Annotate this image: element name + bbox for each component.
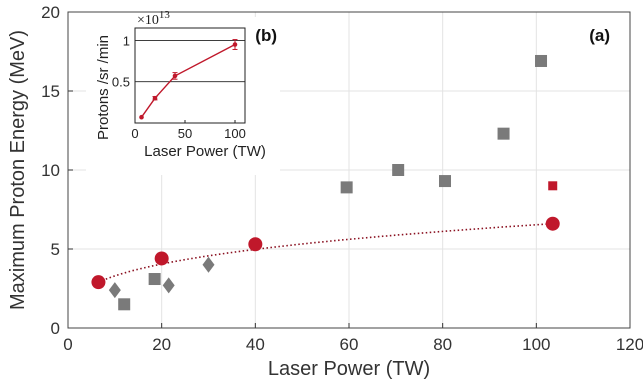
inset-data-point	[152, 95, 158, 101]
panel-label-b: (b)	[255, 26, 277, 45]
data-point-square	[118, 298, 131, 311]
inset-multiplier: ×1013	[137, 9, 170, 28]
x-tick-label: 100	[522, 335, 550, 354]
y-tick-label: 15	[41, 82, 60, 101]
data-point-square	[148, 273, 161, 286]
data-point-circle	[545, 216, 560, 231]
inset-x-axis-label: Laser Power (TW)	[144, 143, 266, 160]
data-point-diamond	[202, 256, 215, 273]
inset-y-axis-label: Protons /sr /min	[95, 35, 112, 140]
inset-data-point	[232, 42, 238, 47]
x-axis-label: Laser Power (TW)	[268, 358, 430, 380]
data-point-circle	[154, 251, 169, 266]
data-point-circle	[91, 275, 106, 290]
inset-data-point	[172, 73, 178, 79]
x-tick-label: 60	[340, 335, 359, 354]
data-point-square	[340, 181, 353, 194]
inset-data-point	[139, 114, 144, 120]
x-tick-label: 80	[433, 335, 452, 354]
x-tick-label: 0	[63, 335, 72, 354]
data-point-circle	[248, 237, 263, 252]
inset-multiplier-base: ×10	[137, 13, 159, 28]
y-tick-label: 5	[51, 240, 60, 259]
x-tick-label: 40	[246, 335, 265, 354]
inset-y-tick-label: 1	[123, 33, 130, 48]
inset-y-tick-label: 0.5	[112, 75, 130, 90]
inset-multiplier-exponent: 13	[159, 9, 171, 21]
inset-x-tick-label: 0	[131, 126, 138, 141]
data-point-diamond	[162, 277, 175, 294]
x-tick-label: 20	[152, 335, 171, 354]
plot-frame	[67, 11, 631, 329]
y-axis-label: Maximum Proton Energy (MeV)	[7, 30, 29, 310]
data-point-red-square	[548, 181, 558, 191]
x-tick-label: 120	[616, 335, 643, 354]
y-tick-label: 0	[51, 319, 60, 338]
inset-plot: 0 50 100 0.5 1 ×1013 Laser Power (TW) Protons /…	[86, 9, 280, 175]
inset-background	[86, 17, 280, 175]
panel-label-a: (a)	[589, 26, 610, 45]
inset-x-tick-label: 50	[178, 126, 192, 141]
y-tick-label: 20	[41, 3, 60, 22]
data-point-square	[439, 175, 452, 188]
data-point-square	[535, 54, 548, 67]
y-tick-label: 10	[41, 161, 60, 180]
data-point-square	[497, 127, 510, 140]
inset-x-tick-label: 100	[224, 126, 246, 141]
data-point-square	[392, 164, 405, 176]
data-point-diamond	[108, 282, 121, 299]
inset-series-line	[140, 43, 236, 118]
inset-frame	[134, 27, 246, 124]
